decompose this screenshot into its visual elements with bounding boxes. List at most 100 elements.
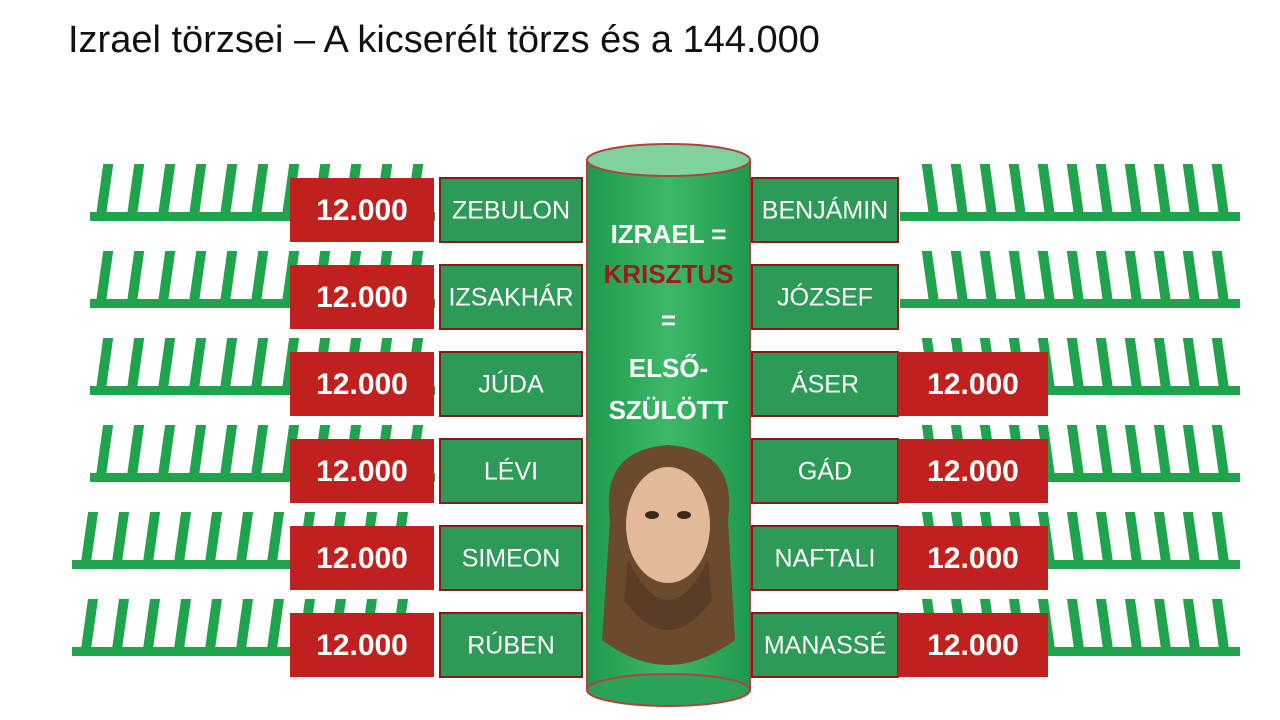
comb-tooth <box>127 425 145 473</box>
comb-base <box>900 212 1240 221</box>
comb-base <box>90 473 435 482</box>
comb-tooth <box>96 251 114 299</box>
comb-tooth <box>1066 164 1084 212</box>
comb-tooth <box>236 599 254 647</box>
comb-tooth <box>1066 599 1084 647</box>
comb-tooth <box>158 425 176 473</box>
portrait <box>602 445 735 665</box>
center-text: IZRAEL = KRISZTUS = ELSŐ- SZÜLÖTT <box>604 219 734 425</box>
count-box <box>898 439 1048 503</box>
pillar-bottom <box>586 673 751 707</box>
comb-tooth <box>158 164 176 212</box>
comb-tooth <box>220 338 238 386</box>
comb-base <box>900 386 1240 395</box>
comb-tooth <box>189 425 207 473</box>
count-box <box>898 352 1048 416</box>
count-label: 12.000 <box>316 194 408 227</box>
count-box <box>898 526 1048 590</box>
tribe-label: GÁD <box>798 457 852 486</box>
comb-base <box>900 647 1240 656</box>
count-label: 12.000 <box>316 542 408 575</box>
comb-tooth <box>1153 251 1171 299</box>
comb-tooth <box>1182 425 1200 473</box>
comb-tooth <box>267 512 285 560</box>
tribe-box <box>439 264 583 330</box>
comb-tooth <box>158 338 176 386</box>
comb-base <box>900 560 1240 569</box>
comb-tooth <box>220 251 238 299</box>
tribe-label: RÚBEN <box>467 631 555 660</box>
comb-tooth <box>189 164 207 212</box>
comb-tooth <box>1095 512 1113 560</box>
comb-tooth <box>1182 512 1200 560</box>
tribe-box <box>439 612 583 678</box>
comb-tooth <box>1124 164 1142 212</box>
count-box <box>290 352 434 416</box>
pillar-top <box>586 143 751 177</box>
comb-tooth <box>1124 512 1142 560</box>
beard <box>624 560 712 630</box>
slide-title: Izrael törzsei – A kicserélt törzs és a … <box>68 19 820 61</box>
count-box <box>290 439 434 503</box>
comb-tooth <box>979 251 997 299</box>
comb-tooth <box>143 599 161 647</box>
eye <box>645 511 659 519</box>
comb-tooth <box>1153 425 1171 473</box>
comb-tooth <box>127 164 145 212</box>
comb-tooth <box>1124 599 1142 647</box>
comb-tooth <box>1037 251 1055 299</box>
tribe-label: BENJÁMIN <box>762 196 888 225</box>
comb-tooth <box>1211 599 1229 647</box>
comb-tooth <box>1182 164 1200 212</box>
comb-tooth <box>251 251 269 299</box>
tribe-box <box>439 177 583 243</box>
comb-tooth <box>1153 599 1171 647</box>
comb-tooth <box>189 251 207 299</box>
comb-tooth <box>950 251 968 299</box>
count-label: 12.000 <box>316 629 408 662</box>
tribe-label: JÚDA <box>478 370 544 399</box>
tribe-box <box>439 438 583 504</box>
tribe-label: IZSAKHÁR <box>448 283 573 312</box>
comb-tooth <box>189 338 207 386</box>
count-label: 12.000 <box>927 368 1019 401</box>
center-line: IZRAEL = <box>611 219 727 249</box>
tribe-boxes: 12.000 ZEBULON 12.000 IZSAKHÁR 12.000 JÚDA 12.… <box>290 177 1048 678</box>
center-line: KRISZTUS <box>604 259 734 289</box>
center-line: = <box>661 305 676 335</box>
comb-tooth <box>1182 338 1200 386</box>
comb-tooth <box>1153 164 1171 212</box>
comb-tooth <box>127 251 145 299</box>
comb-base <box>72 560 417 569</box>
comb-tooth <box>1182 251 1200 299</box>
comb-tooth <box>158 251 176 299</box>
comb-tooth <box>205 512 223 560</box>
count-box <box>290 178 434 242</box>
comb-tooth <box>174 599 192 647</box>
comb-tooth <box>205 599 223 647</box>
comb-tooth <box>1211 338 1229 386</box>
comb-tooth <box>1211 425 1229 473</box>
tribe-label: LÉVI <box>484 457 538 486</box>
count-box <box>290 613 434 677</box>
comb-base <box>90 386 435 395</box>
tribe-label: NAFTALI <box>775 545 876 573</box>
comb-tooth <box>96 425 114 473</box>
comb-tooth <box>1124 425 1142 473</box>
count-label: 12.000 <box>927 542 1019 575</box>
comb-tooth <box>251 338 269 386</box>
comb-tooth <box>112 599 130 647</box>
tribe-label: SIMEON <box>462 545 561 573</box>
comb-tooth <box>1095 251 1113 299</box>
comb-tooth <box>979 164 997 212</box>
tribe-box <box>439 351 583 417</box>
comb-tooth <box>1008 251 1026 299</box>
tribe-box <box>751 612 899 678</box>
comb-tooth <box>1066 251 1084 299</box>
tribe-label: ÁSER <box>791 370 859 399</box>
comb-tooth <box>251 425 269 473</box>
count-box <box>290 526 434 590</box>
comb-tooth <box>143 512 161 560</box>
